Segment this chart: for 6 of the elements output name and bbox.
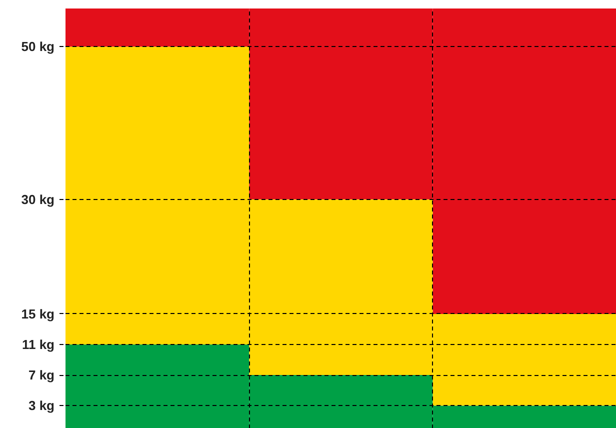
y-tick-label: 11 kg bbox=[22, 337, 55, 352]
y-tick-label: 15 kg bbox=[21, 306, 55, 322]
y-tick-label: 7 kg bbox=[28, 368, 55, 383]
y-tick-label: 30 kg bbox=[21, 192, 55, 207]
y-tick-label: 50 kg bbox=[21, 39, 55, 54]
y-tick-label: 3 kg bbox=[28, 398, 55, 414]
